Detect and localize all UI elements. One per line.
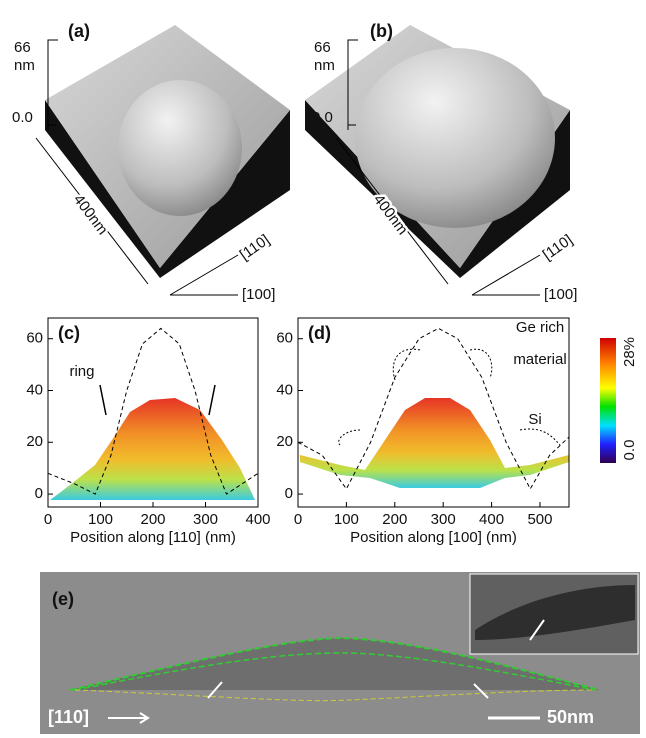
panel-b: (b) 66 nm 0.0 400nm [110] [100] bbox=[305, 21, 577, 303]
y-tick-label: 60 bbox=[276, 330, 293, 347]
z-min: 0.0 bbox=[312, 109, 333, 126]
direction-arrow bbox=[108, 712, 150, 724]
x-tick-label: 300 bbox=[431, 511, 456, 528]
colorbar-min: 0.0 bbox=[621, 440, 638, 461]
y-tick-label: 40 bbox=[26, 381, 43, 398]
z-axis bbox=[347, 39, 358, 130]
x-axis-label: Position along [110] (nm) bbox=[70, 529, 236, 546]
plot-frame bbox=[297, 317, 570, 508]
y-tick-label: 0 bbox=[285, 485, 293, 502]
dir1: [110] bbox=[237, 231, 273, 263]
panel-label: (d) bbox=[308, 323, 331, 343]
panel-a: (a) 66 nm 0.0 400nm [110] [100] bbox=[12, 21, 290, 303]
x-tick-label: 300 bbox=[193, 511, 218, 528]
ring-arrows bbox=[99, 384, 216, 416]
composition-map bbox=[300, 398, 569, 488]
y-tick-label: 40 bbox=[276, 381, 293, 398]
x-tick-label: 100 bbox=[88, 511, 113, 528]
direction-arrows bbox=[471, 254, 541, 296]
annotation: Si bbox=[528, 411, 541, 428]
colorbar-max: 28% bbox=[621, 337, 638, 367]
length-line bbox=[35, 137, 149, 285]
dir2: [100] bbox=[242, 286, 275, 303]
z-max: 66 bbox=[14, 39, 31, 56]
x-tick-label: 500 bbox=[527, 511, 552, 528]
panel-label: (e) bbox=[52, 589, 74, 609]
scale-label: 50nm bbox=[547, 707, 594, 727]
panel-label: (a) bbox=[68, 21, 90, 41]
x-tick-label: 400 bbox=[479, 511, 504, 528]
x-tick-label: 100 bbox=[334, 511, 359, 528]
profile-line bbox=[47, 327, 259, 495]
x-tick-label: 400 bbox=[245, 511, 270, 528]
panel-e: (e) [110] 50nm bbox=[40, 572, 640, 734]
x-tick-label: 0 bbox=[44, 511, 52, 528]
dome bbox=[355, 48, 555, 228]
z-max: 66 bbox=[314, 39, 331, 56]
x-tick-label: 200 bbox=[382, 511, 407, 528]
z-min: 0.0 bbox=[12, 109, 33, 126]
direction: [110] bbox=[48, 707, 89, 727]
dome bbox=[118, 80, 242, 216]
outline bbox=[69, 636, 601, 691]
z-unit: nm bbox=[314, 57, 335, 74]
x-axis-label: Position along [100] (nm) bbox=[350, 529, 517, 546]
annotation: Ge rich bbox=[516, 319, 564, 336]
y-tick-label: 20 bbox=[26, 433, 43, 450]
colorbar bbox=[600, 338, 616, 463]
z-axis bbox=[47, 39, 58, 130]
outline bbox=[74, 689, 596, 702]
composition-map bbox=[50, 398, 255, 500]
y-tick-label: 60 bbox=[26, 330, 43, 347]
panel-label: (c) bbox=[58, 323, 80, 343]
inset-island bbox=[475, 585, 635, 640]
island bbox=[70, 638, 600, 690]
annotation: material bbox=[513, 351, 566, 368]
annotation: ring bbox=[69, 363, 94, 380]
x-tick-label: 200 bbox=[140, 511, 165, 528]
x-tick-label: 0 bbox=[294, 511, 302, 528]
y-tick-label: 20 bbox=[276, 433, 293, 450]
length-line bbox=[335, 137, 449, 285]
inset-arrow bbox=[529, 619, 545, 641]
dir2: [100] bbox=[544, 286, 577, 303]
surface-side bbox=[305, 100, 570, 278]
surface-side bbox=[45, 100, 290, 278]
arrows bbox=[207, 681, 489, 699]
z-unit: nm bbox=[14, 57, 35, 74]
y-tick-label: 0 bbox=[35, 485, 43, 502]
panel-label: (b) bbox=[370, 21, 393, 41]
direction-arrows bbox=[169, 254, 239, 296]
outline bbox=[74, 652, 596, 691]
dir1: [110] bbox=[540, 231, 576, 263]
